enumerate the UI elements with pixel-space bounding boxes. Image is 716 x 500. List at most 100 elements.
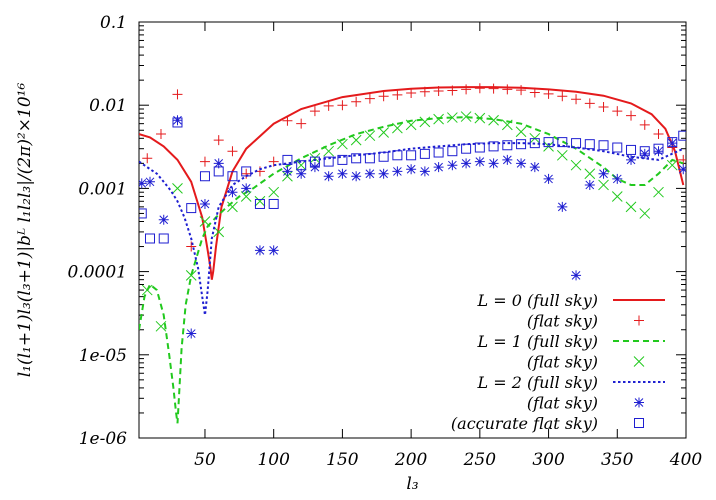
legend-swatch <box>633 356 645 367</box>
data-point <box>584 179 595 190</box>
data-point <box>516 85 527 96</box>
y-tick-label: 1e-05 <box>79 346 127 366</box>
data-point <box>213 166 224 177</box>
data-point <box>639 148 650 159</box>
data-point <box>282 166 293 177</box>
data-point <box>515 126 527 138</box>
data-point <box>516 139 527 150</box>
data-point <box>392 122 403 134</box>
data-point <box>296 160 307 171</box>
legend-label: (flat sky) <box>527 394 598 413</box>
data-point <box>282 115 293 126</box>
legend-label: L = 2 (full sky) <box>477 373 598 392</box>
y-tick-label: 0.001 <box>78 179 127 199</box>
series-3 <box>141 111 678 332</box>
data-point <box>460 111 472 122</box>
data-point <box>337 154 348 165</box>
data-point <box>474 112 486 124</box>
data-point <box>543 173 554 184</box>
x-tick-label: 200 <box>394 450 428 470</box>
y-tick-label: 0.1 <box>100 13 127 33</box>
data-point <box>667 138 678 149</box>
data-point <box>142 153 153 164</box>
data-point <box>309 106 320 117</box>
data-point <box>254 195 266 207</box>
legend-label: (flat sky) <box>527 353 598 372</box>
data-point <box>461 143 472 154</box>
data-point <box>199 171 210 182</box>
data-point <box>282 154 293 165</box>
x-axis-tick-labels: 50 100 150 200 250 300 350 400 <box>194 450 702 470</box>
data-point <box>612 173 623 184</box>
data-point <box>364 168 375 179</box>
data-point <box>213 226 225 238</box>
data-point <box>350 134 362 146</box>
data-point <box>543 88 554 99</box>
data-point <box>419 86 430 97</box>
data-point <box>172 117 183 128</box>
data-point <box>653 129 664 140</box>
data-point <box>653 143 664 154</box>
data-point <box>213 158 224 169</box>
data-point <box>461 158 472 169</box>
x-tick-label: 150 <box>326 450 359 470</box>
data-point <box>254 198 265 209</box>
data-point <box>625 201 637 213</box>
data-point <box>378 151 389 162</box>
y-tick-label: 0.0001 <box>68 263 127 283</box>
data-point <box>364 130 376 142</box>
x-tick-label: 50 <box>194 450 216 470</box>
data-point <box>199 198 210 209</box>
data-point <box>626 154 637 165</box>
data-point <box>556 149 568 161</box>
series-0 <box>139 86 685 280</box>
data-point <box>172 115 183 126</box>
data-point <box>406 164 417 175</box>
x-tick-label: 250 <box>463 450 497 470</box>
data-point <box>419 166 430 177</box>
data-point <box>378 91 389 102</box>
series-1 <box>142 83 686 252</box>
data-point <box>337 138 348 150</box>
data-point <box>584 139 595 150</box>
data-point <box>419 116 431 128</box>
data-point <box>337 168 348 179</box>
data-point <box>240 191 252 202</box>
data-point <box>268 186 280 198</box>
series-5 <box>139 115 686 339</box>
x-axis-title: l₃ <box>406 474 418 494</box>
data-point <box>351 96 362 107</box>
series-line <box>139 86 685 280</box>
data-point <box>529 87 540 98</box>
data-point <box>351 171 362 182</box>
data-point <box>543 137 554 148</box>
data-point <box>626 110 637 121</box>
data-point <box>241 183 252 194</box>
data-point <box>612 142 623 153</box>
data-point <box>227 171 238 182</box>
data-point <box>139 178 147 189</box>
data-point <box>144 176 155 187</box>
data-point <box>447 85 458 96</box>
data-point <box>612 106 623 117</box>
y-tick-label: 0.01 <box>89 96 127 116</box>
data-point <box>667 137 678 148</box>
data-point <box>227 201 238 213</box>
data-point <box>598 140 609 151</box>
data-point <box>653 186 664 198</box>
data-point <box>392 89 403 100</box>
data-point <box>570 159 582 171</box>
data-point <box>296 118 307 129</box>
data-point <box>433 147 444 158</box>
data-point <box>392 166 403 177</box>
data-point <box>241 166 252 177</box>
axis-ticks <box>139 21 687 439</box>
data-point <box>502 84 513 95</box>
y-tick-label: 1e-06 <box>79 429 127 449</box>
x-tick-label: 400 <box>669 450 703 470</box>
plot-border <box>138 21 687 439</box>
data-point <box>378 168 389 179</box>
data-point <box>241 168 252 179</box>
legend: L = 0 (full sky)(flat sky)L = 1 (full sk… <box>451 291 665 433</box>
